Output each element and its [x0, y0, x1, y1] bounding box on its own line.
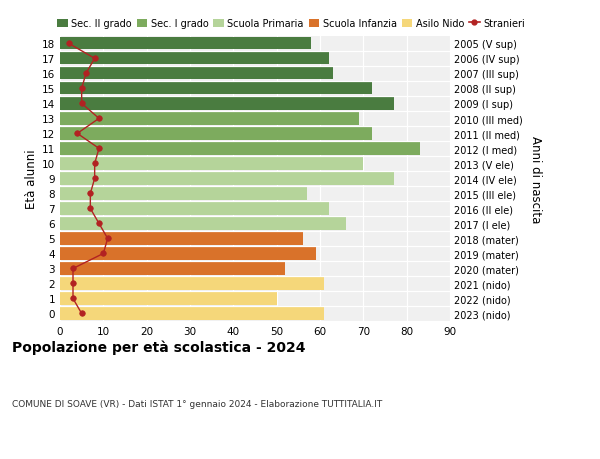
Bar [60, 188, 307, 200]
Bar [60, 308, 325, 320]
Bar [60, 83, 372, 95]
Bar [60, 233, 302, 245]
Bar [60, 248, 316, 260]
Text: Popolazione per età scolastica - 2024: Popolazione per età scolastica - 2024 [12, 340, 305, 354]
Bar [60, 143, 419, 155]
Bar [60, 263, 286, 275]
Bar [60, 278, 325, 290]
Bar [60, 128, 372, 140]
Bar [60, 203, 329, 215]
Bar [60, 98, 394, 110]
Y-axis label: Età alunni: Età alunni [25, 149, 38, 209]
Bar [60, 173, 394, 185]
Bar [60, 53, 329, 65]
Bar [60, 218, 346, 230]
Bar [60, 113, 359, 125]
Bar [60, 158, 364, 170]
Text: COMUNE DI SOAVE (VR) - Dati ISTAT 1° gennaio 2024 - Elaborazione TUTTITALIA.IT: COMUNE DI SOAVE (VR) - Dati ISTAT 1° gen… [12, 399, 382, 409]
Legend: Sec. II grado, Sec. I grado, Scuola Primaria, Scuola Infanzia, Asilo Nido, Stran: Sec. II grado, Sec. I grado, Scuola Prim… [57, 19, 525, 29]
Bar [60, 38, 311, 50]
Bar [60, 293, 277, 305]
Bar [60, 68, 333, 80]
Y-axis label: Anni di nascita: Anni di nascita [529, 135, 542, 223]
